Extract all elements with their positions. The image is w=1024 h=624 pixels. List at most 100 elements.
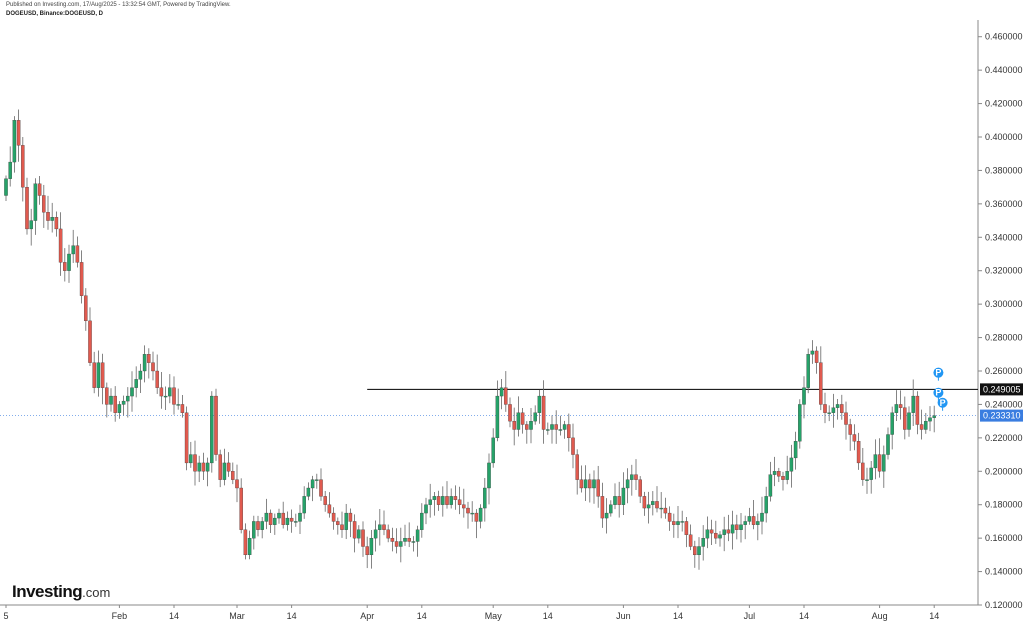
candle-body (256, 521, 260, 530)
candle-body (126, 395, 130, 402)
y-tick-label: 0.460000 (985, 32, 1023, 42)
y-tick-label: 0.240000 (985, 399, 1023, 409)
candle-body (63, 262, 67, 271)
candle-body (159, 387, 164, 397)
x-tick-label: Apr (360, 611, 374, 621)
candle-body (730, 524, 735, 534)
candle-body (336, 521, 340, 525)
y-tick-label: 0.380000 (985, 165, 1023, 175)
candle-body (50, 217, 54, 221)
candle-body (243, 529, 248, 556)
candle-body (231, 471, 235, 480)
candle-body (319, 479, 323, 497)
candle-body (562, 424, 567, 430)
candle-body (525, 424, 529, 430)
candle-body (33, 183, 38, 221)
candle-body (810, 350, 815, 355)
y-tick-label: 0.140000 (985, 567, 1023, 577)
candle-body (567, 424, 571, 439)
candle-body (445, 496, 449, 505)
candle-body (659, 507, 663, 510)
candle-body (688, 534, 693, 547)
candle-body (105, 387, 109, 405)
candle-body (667, 512, 672, 522)
y-tick-label: 0.400000 (985, 132, 1023, 142)
candle-body (415, 529, 420, 542)
candle-body (529, 420, 533, 430)
candle-body (163, 395, 168, 398)
candle-body (814, 350, 819, 363)
candle-body (142, 354, 147, 372)
candle-body (247, 537, 252, 556)
candle-body (630, 474, 634, 480)
y-tick-label: 0.440000 (985, 65, 1023, 75)
candle-body (176, 404, 180, 406)
pivot-marker (937, 397, 948, 408)
candle-body (487, 462, 491, 489)
candle-body (772, 471, 777, 475)
candle-body (583, 479, 588, 489)
candle-body (638, 479, 642, 497)
candle-body (634, 474, 638, 480)
candle-body (898, 404, 903, 408)
published-info: Published on Investing.com, 17/Aug/2025 … (6, 2, 231, 8)
candle-body (609, 504, 613, 514)
candle-body (235, 479, 239, 489)
candle-body (697, 546, 701, 556)
candle-body (285, 517, 290, 525)
candle-body (646, 504, 651, 509)
candle-body (911, 395, 915, 413)
candle-body (16, 120, 21, 146)
candle-body (58, 228, 63, 263)
candle-body (693, 546, 697, 556)
candle-body (453, 496, 458, 500)
candle-body (541, 395, 546, 430)
symbol-info: DOGEUSD, Binance:DOGEUSD, D (6, 11, 104, 17)
candle-body (361, 529, 365, 547)
y-tick-label: 0.420000 (985, 99, 1023, 109)
candle-body (298, 512, 302, 522)
candle-body (676, 521, 680, 525)
candle-body (134, 379, 138, 388)
candle-body (625, 479, 630, 489)
candle-body (289, 517, 294, 522)
candle-body (550, 424, 554, 430)
candle-body (180, 404, 185, 413)
x-tick-label: Jun (616, 611, 631, 621)
candle-body (407, 537, 411, 542)
level-price-tag-bg (980, 383, 1023, 396)
candle-body (886, 434, 890, 455)
candle-body (793, 441, 798, 459)
candle-body (252, 521, 256, 539)
candle-body (722, 529, 726, 535)
candle-body (903, 407, 907, 430)
current-price-tag: 0.233310 (983, 411, 1021, 421)
candle-body (411, 541, 416, 543)
candle-body (714, 532, 718, 539)
candle-body (201, 462, 206, 472)
candle-body (382, 524, 386, 530)
y-tick-label: 0.220000 (985, 433, 1023, 443)
y-tick-label: 0.280000 (985, 333, 1023, 343)
candle-body (79, 262, 84, 296)
candle-body (340, 524, 344, 530)
candle-body (709, 529, 714, 534)
candle-body (844, 412, 848, 425)
candle-body (579, 479, 584, 489)
candle-body (369, 537, 374, 556)
candle-body (743, 521, 747, 525)
candle-body (155, 370, 159, 388)
candle-body (130, 387, 134, 397)
candle-body (205, 462, 210, 472)
candle-body (8, 161, 12, 179)
candle-body (877, 454, 882, 472)
level-price-tag: 0.249005 (983, 384, 1021, 394)
candle-body (184, 412, 189, 464)
candle-body (932, 415, 936, 418)
candle-body (558, 429, 563, 431)
candle-body (592, 479, 596, 489)
candle-body (54, 217, 59, 230)
x-tick-label: 14 (287, 611, 297, 621)
candle-body (424, 504, 428, 514)
